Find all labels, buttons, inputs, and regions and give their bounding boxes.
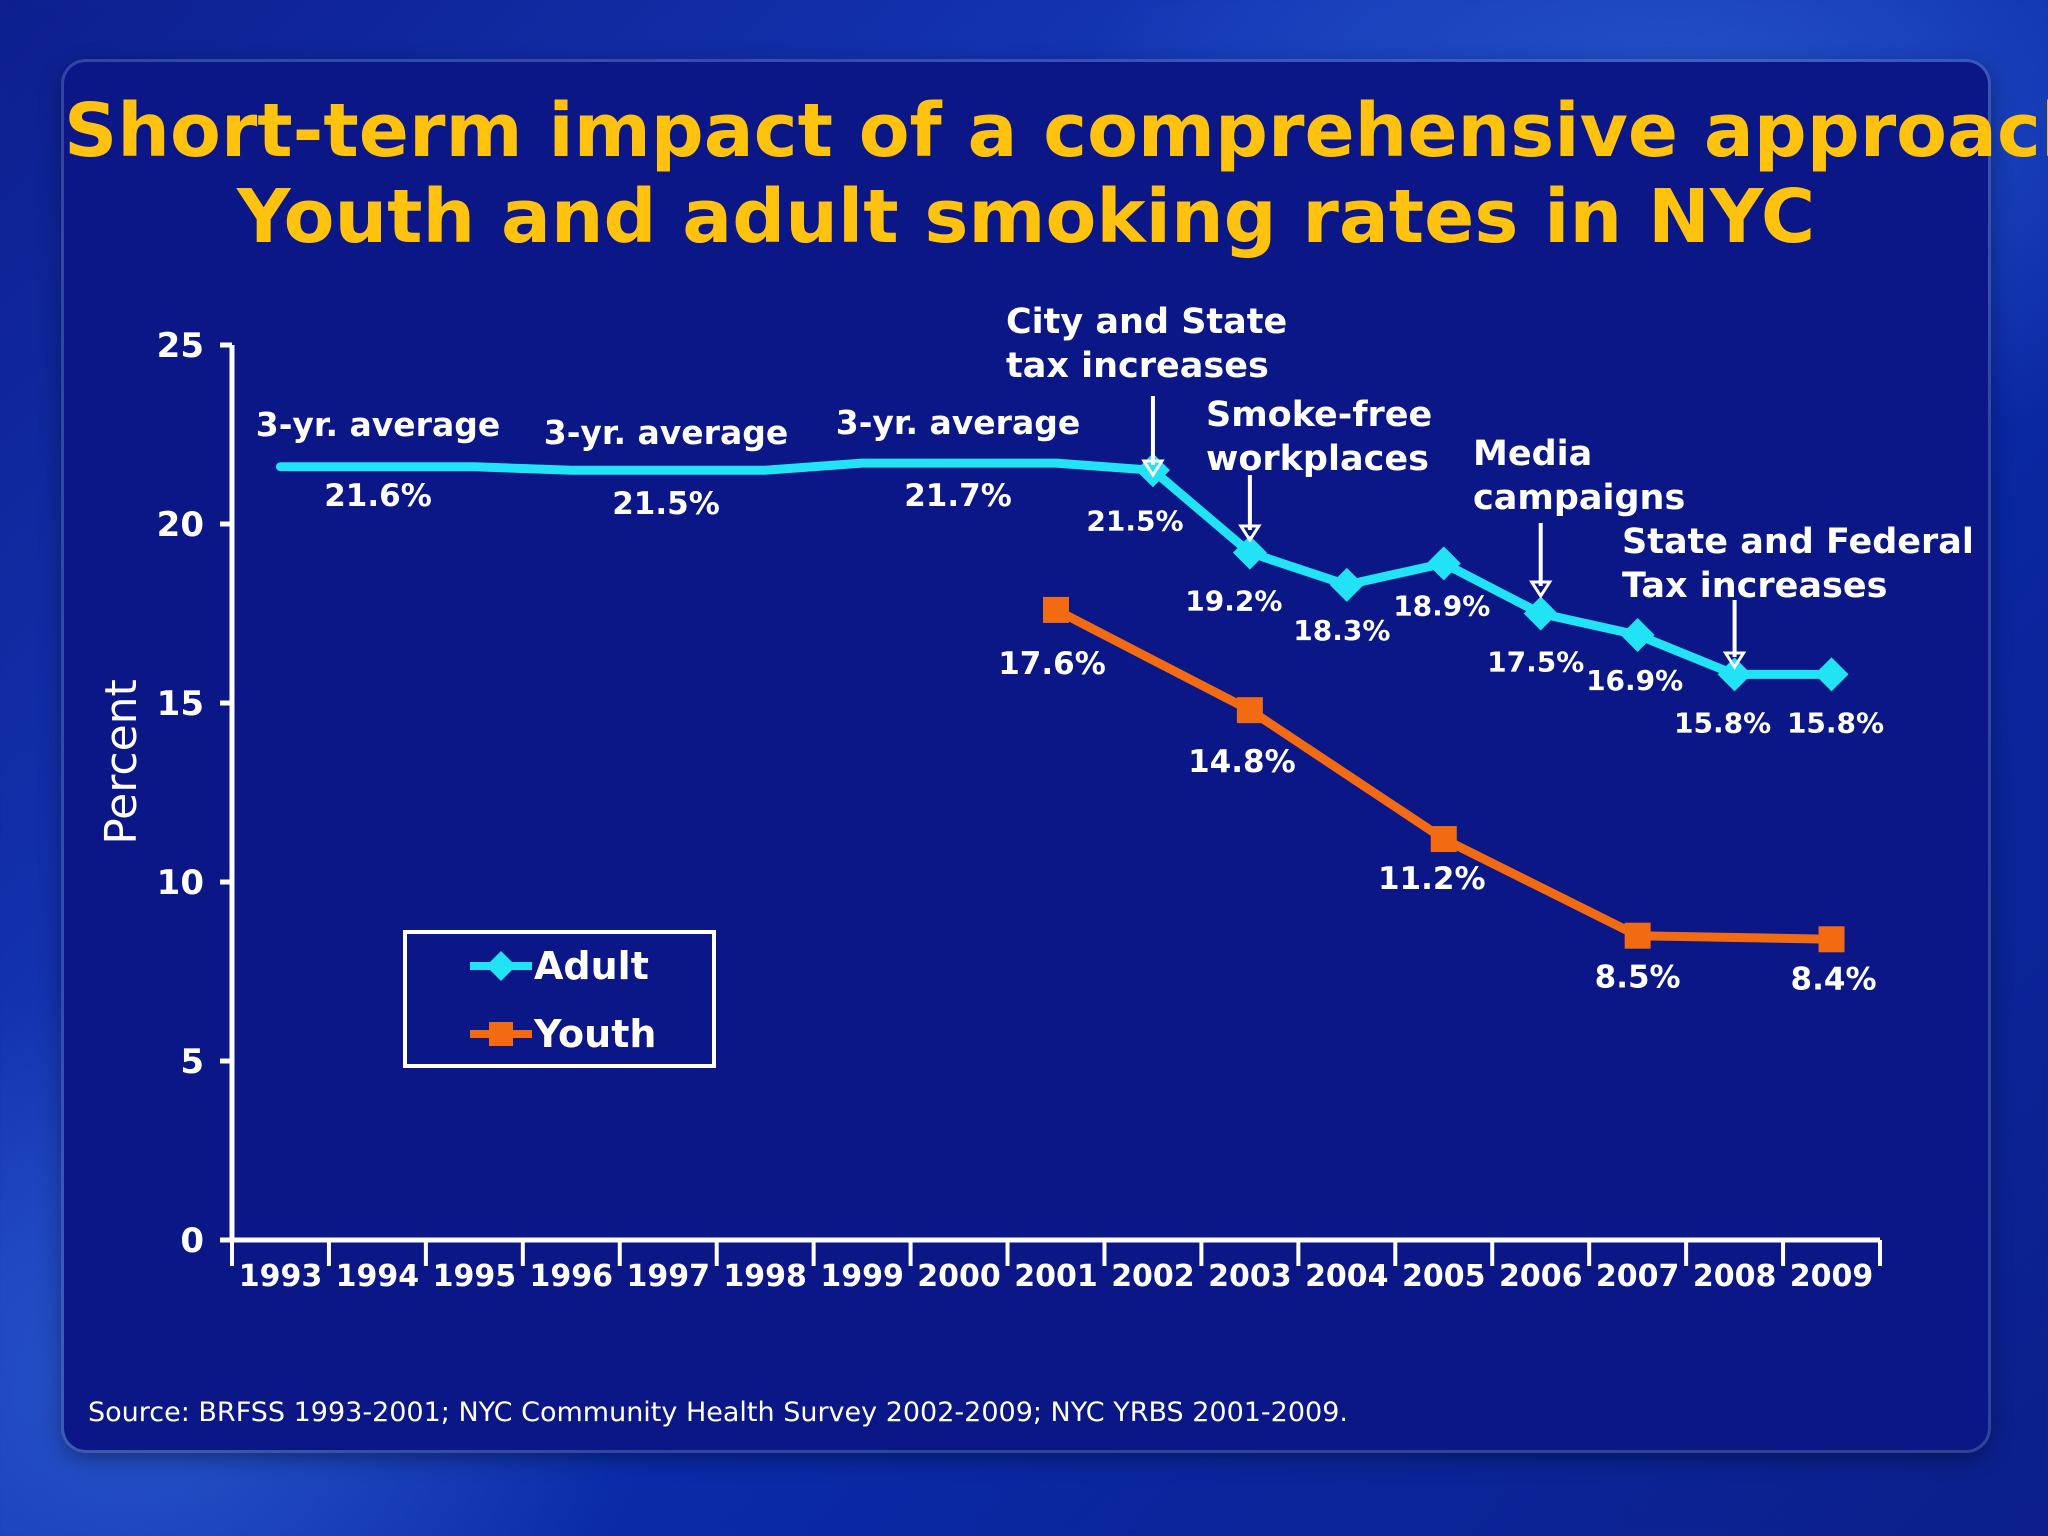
y-axis-title: Percent bbox=[96, 679, 147, 845]
legend-adult-label: Adult bbox=[534, 944, 649, 988]
chart-axes: 0 5 10 15 20 25 1993 1994 1995 1996 1997 1998 1999 20… bbox=[96, 326, 1882, 1294]
y-tick-label: 10 bbox=[157, 863, 204, 903]
data-label: 18.3% bbox=[1293, 614, 1390, 647]
youth-point-2003 bbox=[1236, 697, 1263, 724]
annotation-text: Media bbox=[1473, 434, 1592, 474]
data-label: 17.5% bbox=[1487, 646, 1584, 679]
series-line-adult bbox=[275, 458, 1837, 679]
annotation-text: State and Federal bbox=[1622, 522, 1974, 562]
annotation-text: Tax increases bbox=[1622, 566, 1887, 606]
x-tick-label: 2001 bbox=[1014, 1259, 1098, 1294]
annotation-text: tax increases bbox=[1006, 346, 1269, 386]
y-tick-label: 15 bbox=[157, 684, 204, 724]
x-tick-label: 2005 bbox=[1402, 1259, 1486, 1294]
annotation-arrowhead bbox=[1722, 651, 1747, 670]
y-tick-label: 20 bbox=[157, 505, 204, 545]
x-tick-label: 2009 bbox=[1790, 1259, 1874, 1294]
legend-youth-label: Youth bbox=[533, 1012, 656, 1056]
adult-point-2008 bbox=[1717, 657, 1752, 692]
adult-point-2007 bbox=[1620, 617, 1655, 652]
average-value: 21.5% bbox=[612, 486, 720, 522]
average-value: 21.7% bbox=[904, 478, 1012, 514]
x-tick-label: 2007 bbox=[1596, 1259, 1680, 1294]
annotation-arrowhead bbox=[1238, 524, 1262, 543]
x-tick-label: 1994 bbox=[336, 1259, 420, 1294]
adult-point-2003 bbox=[1232, 535, 1267, 570]
adult-point-2009 bbox=[1814, 657, 1849, 692]
data-label: 21.5% bbox=[1086, 504, 1183, 537]
title-line-2: Youth and adult smoking rates in NYC bbox=[236, 174, 1816, 260]
x-tick-label: 1996 bbox=[530, 1259, 614, 1294]
legend-youth-marker bbox=[489, 1022, 513, 1046]
adult-point-2004 bbox=[1329, 567, 1364, 602]
average-label: 3-yr. average bbox=[836, 403, 1080, 442]
youth-point-2005 bbox=[1430, 826, 1457, 853]
annotation-text: workplaces bbox=[1206, 439, 1429, 479]
x-tick-label: 1993 bbox=[239, 1259, 323, 1294]
slide-title: Short-term impact of a comprehensive app… bbox=[64, 88, 2048, 260]
data-label: 16.9% bbox=[1586, 664, 1683, 697]
x-tick-label: 2006 bbox=[1499, 1259, 1583, 1294]
source-note: Source: BRFSS 1993-2001; NYC Community H… bbox=[88, 1397, 1348, 1428]
youth-point-2007 bbox=[1624, 922, 1651, 949]
annotation-arrowhead bbox=[1528, 580, 1553, 599]
y-tick-label: 25 bbox=[157, 326, 204, 366]
y-tick-label: 5 bbox=[180, 1042, 204, 1082]
x-tick-label: 2000 bbox=[917, 1259, 1001, 1294]
average-value: 21.6% bbox=[324, 478, 432, 514]
adult-point-2005 bbox=[1426, 546, 1461, 581]
slide-panel bbox=[64, 62, 1988, 1450]
chart-legend: Adult Youth bbox=[403, 930, 716, 1068]
average-label: 3-yr. average bbox=[544, 413, 788, 452]
youth-point-2009 bbox=[1818, 926, 1845, 953]
data-label: 8.5% bbox=[1595, 960, 1681, 996]
data-label: 18.9% bbox=[1393, 589, 1490, 622]
data-label: 11.2% bbox=[1378, 861, 1486, 897]
chart-labels: 21.5% 19.2% 18.3%18.9% 17.5%16.9% 15.8% 15.8%… bbox=[256, 302, 1974, 997]
data-label: 17.6% bbox=[998, 646, 1106, 682]
x-tick-label: 2008 bbox=[1693, 1259, 1777, 1294]
data-label: 8.4% bbox=[1791, 961, 1877, 997]
average-label: 3-yr. average bbox=[256, 405, 500, 444]
legend-adult-marker bbox=[486, 951, 516, 981]
x-tick-label: 1998 bbox=[723, 1259, 807, 1294]
x-tick-label: 1995 bbox=[433, 1259, 517, 1294]
chart-series bbox=[275, 453, 1849, 953]
adult-point-2006 bbox=[1523, 596, 1558, 631]
x-tick-label: 2002 bbox=[1111, 1259, 1195, 1294]
x-tick-label: 1997 bbox=[626, 1259, 710, 1294]
x-tick-label: 2004 bbox=[1305, 1259, 1389, 1294]
title-line-1: Short-term impact of a comprehensive app… bbox=[64, 88, 2048, 174]
annotation-text: Smoke-free bbox=[1206, 395, 1432, 435]
data-label: 15.8% bbox=[1787, 706, 1884, 739]
data-label: 19.2% bbox=[1185, 585, 1282, 618]
y-tick-label: 0 bbox=[180, 1221, 204, 1261]
annotation-text: City and State bbox=[1006, 302, 1287, 342]
annotation-text: campaigns bbox=[1473, 478, 1685, 518]
x-tick-label: 2003 bbox=[1208, 1259, 1292, 1294]
data-label: 14.8% bbox=[1188, 744, 1296, 780]
x-tick-label: 1999 bbox=[820, 1259, 904, 1294]
annotation-arrowhead bbox=[1141, 459, 1165, 478]
legend-box bbox=[403, 930, 716, 1068]
youth-point-2001 bbox=[1043, 596, 1069, 623]
data-label: 15.8% bbox=[1674, 706, 1771, 739]
